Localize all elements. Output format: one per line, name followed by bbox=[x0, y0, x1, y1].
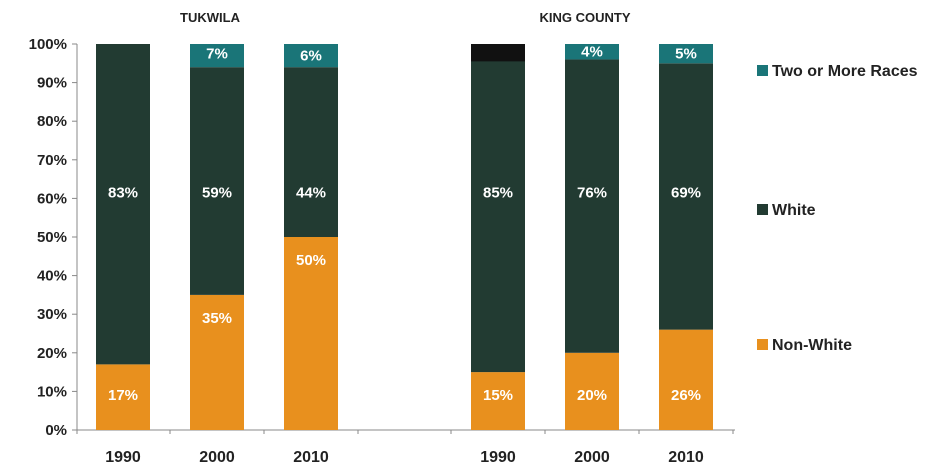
bar-segment bbox=[190, 44, 244, 68]
y-tick-label: 70% bbox=[37, 152, 67, 169]
group-label: KING COUNTY bbox=[540, 10, 631, 25]
bar-segment bbox=[659, 329, 713, 430]
data-label: 5% bbox=[675, 46, 697, 63]
y-tick-label: 0% bbox=[45, 422, 67, 439]
y-tick-label: 10% bbox=[37, 383, 67, 400]
legend-swatch bbox=[757, 339, 768, 350]
legend-label: White bbox=[772, 202, 816, 219]
bar-segment bbox=[565, 352, 619, 430]
data-label: 35% bbox=[202, 310, 232, 327]
bar-segment-cap bbox=[471, 44, 525, 62]
x-tick-label: 1990 bbox=[480, 449, 516, 466]
legend-label: Non-White bbox=[772, 337, 852, 354]
bar-segment bbox=[284, 44, 338, 68]
data-label: 69% bbox=[671, 185, 701, 202]
data-label: 20% bbox=[577, 387, 607, 404]
data-label: 7% bbox=[206, 46, 228, 63]
bar-segment bbox=[565, 44, 619, 60]
legend-label: Two or More Races bbox=[772, 63, 918, 80]
bar-segment bbox=[284, 237, 338, 430]
x-tick-label: 2010 bbox=[293, 449, 329, 466]
x-tick-label: 1990 bbox=[105, 449, 141, 466]
bar-segment bbox=[471, 372, 525, 430]
x-tick-label: 2000 bbox=[574, 449, 610, 466]
y-tick-label: 20% bbox=[37, 345, 67, 362]
bar-segment bbox=[284, 67, 338, 237]
x-tick-label: 2010 bbox=[668, 449, 704, 466]
data-label: 15% bbox=[483, 387, 513, 404]
y-tick-label: 90% bbox=[37, 75, 67, 92]
y-tick-label: 50% bbox=[37, 229, 67, 246]
bar-segment bbox=[471, 44, 525, 373]
x-tick-label: 2000 bbox=[199, 449, 235, 466]
bar-segment bbox=[659, 63, 713, 330]
y-tick-label: 100% bbox=[29, 36, 67, 53]
data-label: 83% bbox=[108, 185, 138, 202]
legend-swatch bbox=[757, 65, 768, 76]
bar-segment bbox=[96, 364, 150, 430]
data-label: 44% bbox=[296, 185, 326, 202]
bar-segment bbox=[190, 67, 244, 295]
y-tick-label: 40% bbox=[37, 268, 67, 285]
data-label: 6% bbox=[300, 48, 322, 65]
data-label: 76% bbox=[577, 185, 607, 202]
y-tick-label: 30% bbox=[37, 306, 67, 323]
data-label: 85% bbox=[483, 185, 513, 202]
data-label: 59% bbox=[202, 185, 232, 202]
group-label: TUKWILA bbox=[180, 10, 241, 25]
y-tick-label: 80% bbox=[37, 113, 67, 130]
bar-segment bbox=[659, 44, 713, 64]
data-label: 26% bbox=[671, 387, 701, 404]
bar-segment bbox=[96, 44, 150, 365]
data-label: 4% bbox=[581, 44, 603, 61]
data-label: 50% bbox=[296, 252, 326, 269]
bar-segment bbox=[565, 59, 619, 353]
legend-swatch bbox=[757, 204, 768, 215]
data-label: 17% bbox=[108, 387, 138, 404]
bar-segment bbox=[190, 294, 244, 430]
y-tick-label: 60% bbox=[37, 190, 67, 207]
